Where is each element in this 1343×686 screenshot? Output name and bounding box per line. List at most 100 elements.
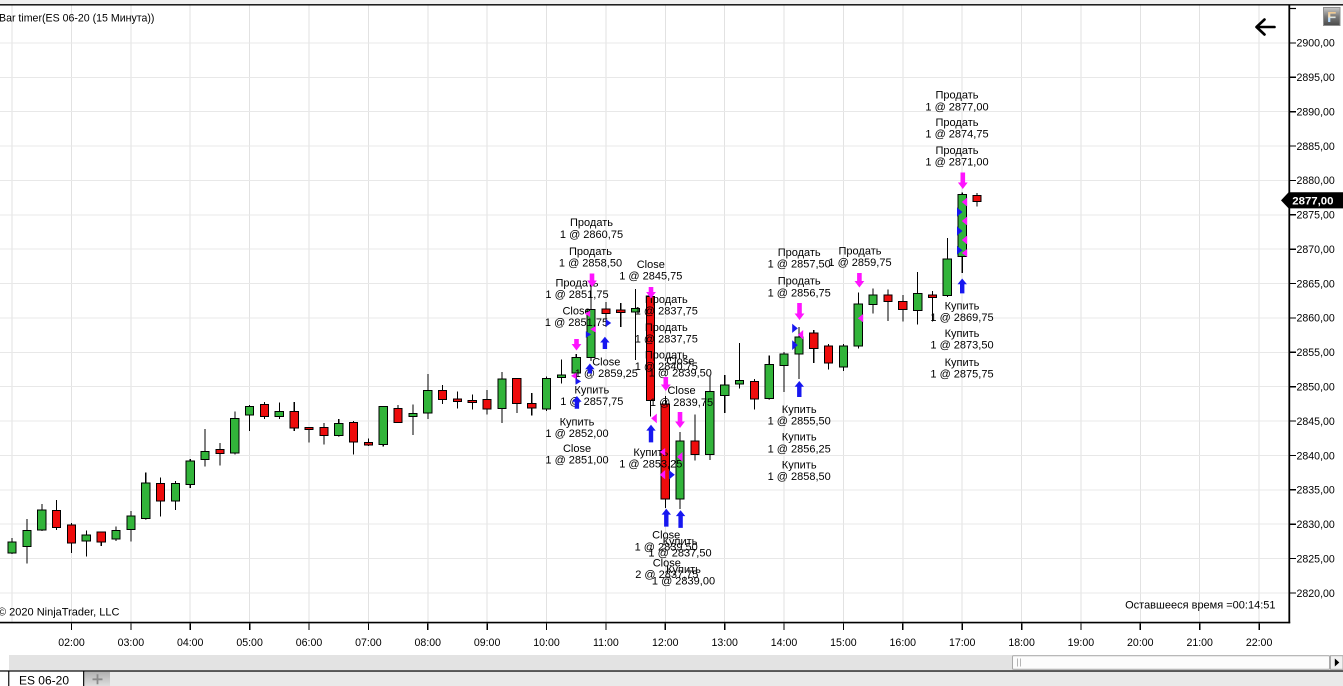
svg-text:Продать: Продать xyxy=(839,246,882,258)
svg-text:Bar timer(ES 06-20 (15 Минута): Bar timer(ES 06-20 (15 Минута)) xyxy=(0,12,154,24)
svg-text:1 @ 2856,75: 1 @ 2856,75 xyxy=(768,287,831,299)
svg-text:Close: Close xyxy=(652,530,680,542)
svg-text:Close: Close xyxy=(637,259,665,271)
svg-text:Продать: Продать xyxy=(778,247,821,259)
svg-text:1 @ 2871,00: 1 @ 2871,00 xyxy=(925,157,988,169)
svg-text:1 @ 2855,50: 1 @ 2855,50 xyxy=(768,416,831,428)
svg-text:15:00: 15:00 xyxy=(830,637,857,649)
svg-text:2875,00: 2875,00 xyxy=(1297,210,1335,222)
svg-text:Продать: Продать xyxy=(936,117,979,129)
svg-text:Купить: Купить xyxy=(945,328,980,340)
svg-text:1 @ 2839,00: 1 @ 2839,00 xyxy=(652,575,715,587)
svg-text:Продать: Продать xyxy=(936,145,979,157)
svg-text:1 @ 2857,75: 1 @ 2857,75 xyxy=(560,396,623,408)
svg-text:1 @ 2851,75: 1 @ 2851,75 xyxy=(545,317,608,329)
svg-text:Close: Close xyxy=(562,306,590,318)
svg-text:1 @ 2837,75: 1 @ 2837,75 xyxy=(635,306,698,318)
svg-text:1 @ 2839,75: 1 @ 2839,75 xyxy=(650,397,713,409)
svg-text:Купить: Купить xyxy=(782,432,817,444)
svg-text:2 @ 2837,75: 2 @ 2837,75 xyxy=(635,569,698,581)
svg-text:Продать: Продать xyxy=(645,350,688,362)
svg-text:Продать: Продать xyxy=(645,322,688,334)
svg-text:04:00: 04:00 xyxy=(177,637,204,649)
svg-text:14:00: 14:00 xyxy=(771,637,798,649)
svg-text:21:00: 21:00 xyxy=(1186,637,1213,649)
svg-text:1 @ 2837,50: 1 @ 2837,50 xyxy=(648,547,711,559)
svg-text:1 @ 2856,25: 1 @ 2856,25 xyxy=(768,443,831,455)
svg-text:1 @ 2874,75: 1 @ 2874,75 xyxy=(925,129,988,141)
svg-text:20:00: 20:00 xyxy=(1127,637,1154,649)
svg-text:2835,00: 2835,00 xyxy=(1297,485,1335,497)
svg-text:Продать: Продать xyxy=(645,294,688,306)
svg-text:1 @ 2845,75: 1 @ 2845,75 xyxy=(619,271,682,283)
svg-text:2845,00: 2845,00 xyxy=(1297,416,1335,428)
svg-text:© 2020 NinjaTrader, LLC: © 2020 NinjaTrader, LLC xyxy=(0,606,119,618)
svg-text:2820,00: 2820,00 xyxy=(1297,588,1335,600)
svg-text:Купить: Купить xyxy=(945,300,980,312)
svg-text:1 @ 2840,75: 1 @ 2840,75 xyxy=(635,361,698,373)
svg-text:13:00: 13:00 xyxy=(711,637,738,649)
svg-text:ES 06-20: ES 06-20 xyxy=(19,673,69,686)
svg-text:05:00: 05:00 xyxy=(236,637,263,649)
svg-text:1 @ 2851,75: 1 @ 2851,75 xyxy=(545,289,608,301)
svg-text:1 @ 2859,75: 1 @ 2859,75 xyxy=(828,257,891,269)
svg-text:Купить: Купить xyxy=(666,564,701,576)
svg-text:16:00: 16:00 xyxy=(890,637,917,649)
svg-text:Продать: Продать xyxy=(936,90,979,102)
svg-text:1 @ 2839,50: 1 @ 2839,50 xyxy=(649,367,712,379)
svg-text:1 @ 2875,75: 1 @ 2875,75 xyxy=(930,368,993,380)
svg-text:1 @ 2839,50: 1 @ 2839,50 xyxy=(635,541,698,553)
svg-text:F: F xyxy=(1327,9,1336,26)
svg-text:22:00: 22:00 xyxy=(1246,637,1273,649)
svg-text:2885,00: 2885,00 xyxy=(1297,141,1335,153)
svg-text:2840,00: 2840,00 xyxy=(1297,450,1335,462)
svg-text:1 @ 2853,25: 1 @ 2853,25 xyxy=(619,459,682,471)
svg-text:2890,00: 2890,00 xyxy=(1297,107,1335,119)
svg-text:Close: Close xyxy=(653,557,681,569)
svg-text:2880,00: 2880,00 xyxy=(1297,175,1335,187)
svg-text:07:00: 07:00 xyxy=(355,637,382,649)
svg-text:1 @ 2859,25: 1 @ 2859,25 xyxy=(575,368,638,380)
svg-text:09:00: 09:00 xyxy=(474,637,501,649)
svg-text:11:00: 11:00 xyxy=(593,637,619,649)
svg-text:2870,00: 2870,00 xyxy=(1297,244,1335,256)
svg-text:02:00: 02:00 xyxy=(58,637,85,649)
svg-text:03:00: 03:00 xyxy=(118,637,145,649)
svg-text:2900,00: 2900,00 xyxy=(1297,38,1335,50)
svg-text:17:00: 17:00 xyxy=(949,637,976,649)
svg-text:1 @ 2877,00: 1 @ 2877,00 xyxy=(925,101,988,113)
svg-text:Купить: Купить xyxy=(560,417,595,429)
svg-text:10:00: 10:00 xyxy=(533,637,560,649)
svg-text:2865,00: 2865,00 xyxy=(1297,278,1335,290)
svg-text:Продать: Продать xyxy=(569,246,612,258)
svg-text:2895,00: 2895,00 xyxy=(1297,72,1335,84)
svg-text:2855,00: 2855,00 xyxy=(1297,347,1335,359)
svg-text:Продать: Продать xyxy=(778,276,821,288)
svg-text:08:00: 08:00 xyxy=(415,637,442,649)
svg-text:Close: Close xyxy=(563,443,591,455)
svg-text:Продать: Продать xyxy=(570,217,613,229)
svg-text:06:00: 06:00 xyxy=(296,637,323,649)
svg-text:2860,00: 2860,00 xyxy=(1297,313,1335,325)
svg-text:1 @ 2837,75: 1 @ 2837,75 xyxy=(635,334,698,346)
svg-text:Close: Close xyxy=(592,356,620,368)
svg-text:2825,00: 2825,00 xyxy=(1297,553,1335,565)
svg-text:1 @ 2873,50: 1 @ 2873,50 xyxy=(930,340,993,352)
svg-text:19:00: 19:00 xyxy=(1068,637,1095,649)
svg-text:1 @ 2851,00: 1 @ 2851,00 xyxy=(545,455,608,467)
svg-text:1 @ 2858,50: 1 @ 2858,50 xyxy=(768,471,831,483)
svg-text:Купить: Купить xyxy=(663,536,698,548)
svg-text:Оставшееся время =00:14:51: Оставшееся время =00:14:51 xyxy=(1125,599,1275,611)
svg-text:1 @ 2852,00: 1 @ 2852,00 xyxy=(545,428,608,440)
svg-text:Купить: Купить xyxy=(574,384,609,396)
svg-text:Close: Close xyxy=(667,385,695,397)
svg-text:18:00: 18:00 xyxy=(1008,637,1035,649)
svg-text:1 @ 2858,50: 1 @ 2858,50 xyxy=(559,258,622,270)
svg-text:1 @ 2869,75: 1 @ 2869,75 xyxy=(930,312,993,324)
svg-text:Купить: Купить xyxy=(782,459,817,471)
svg-text:Купить: Купить xyxy=(945,357,980,369)
svg-text:12:00: 12:00 xyxy=(652,637,679,649)
svg-text:1 @ 2860,75: 1 @ 2860,75 xyxy=(560,229,623,241)
svg-text:1 @ 2857,50: 1 @ 2857,50 xyxy=(768,259,831,271)
svg-text:2850,00: 2850,00 xyxy=(1297,382,1335,394)
